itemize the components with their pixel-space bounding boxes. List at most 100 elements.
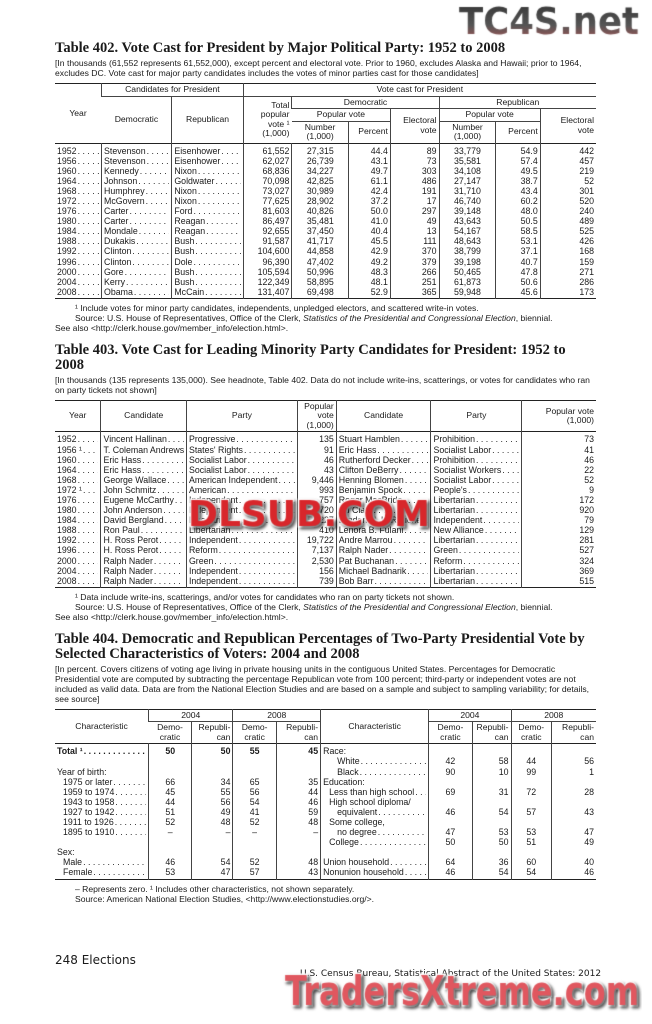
- headnote: [In percent. Covers citizens of voting a…: [55, 663, 590, 704]
- cell-label: McCain: [171, 286, 244, 299]
- footnotes: ¹ Include votes for minor party candidat…: [55, 303, 596, 333]
- cell-label: Johnson: [101, 175, 172, 186]
- cell-value: 59,948: [438, 286, 496, 299]
- label-text: Clinton: [104, 246, 132, 257]
- dot-leader: [133, 287, 169, 297]
- dot-leader: [77, 166, 99, 176]
- label-text: Ralph Nader: [103, 565, 153, 576]
- cell-value: 53: [148, 867, 192, 880]
- dot-leader: [77, 246, 99, 256]
- cell-value: 27,315: [291, 143, 349, 156]
- cell-value: 61,873: [438, 276, 496, 287]
- table-402-body: 1952StevensonEisenhower61,55227,31544.48…: [55, 143, 596, 299]
- label-text: High school diploma/: [329, 796, 411, 807]
- cell-value: 271: [539, 266, 596, 277]
- label-text: McCain: [174, 286, 205, 297]
- cell-value: 48.1: [348, 276, 391, 287]
- cell-value: 44: [148, 796, 192, 807]
- label-text: T. Coleman Andrews: [103, 444, 184, 455]
- cell-value: 27,147: [438, 175, 496, 186]
- dot-leader: [77, 505, 99, 515]
- source-note: Source: U.S. House of Representatives, O…: [55, 313, 596, 323]
- label-text: Green: [433, 545, 458, 556]
- cell-label: 2004: [55, 277, 102, 287]
- dot-leader: [141, 455, 184, 465]
- cell-value: 41: [521, 444, 596, 455]
- dot-leader: [374, 576, 429, 586]
- label-text: 1976: [57, 494, 77, 505]
- cell-value: 41.0: [348, 216, 391, 227]
- dot-leader: [77, 257, 99, 267]
- table-row: 1956 ¹ T. Coleman Andrews States' Rights 91…: [55, 444, 596, 455]
- cell-label: Stuart Hamblen: [335, 431, 431, 445]
- cell-value: 227: [296, 515, 337, 526]
- cell-label: Socialist Labor: [430, 444, 522, 455]
- cell-label: New Alliance: [430, 525, 522, 536]
- label-text: Gore: [104, 266, 124, 277]
- table-row: 1895 to 1910––––no degree47535347: [55, 827, 596, 838]
- col-rep: Republi- can: [275, 721, 321, 744]
- label-text: Female: [63, 867, 93, 878]
- dot-leader: [406, 566, 428, 576]
- dot-leader: [114, 827, 146, 837]
- cell-value: 301: [539, 185, 596, 196]
- col-rep: Republi- can: [471, 721, 511, 744]
- label-text: Lenora B. Fulani: [338, 525, 404, 536]
- label-text: no degree: [337, 827, 377, 838]
- table-404-body: Total ¹50505545Race:White42584456Year of…: [55, 743, 596, 880]
- label-text: 1911 to 1926: [63, 816, 114, 827]
- cell-label: 1980: [55, 216, 102, 226]
- dot-leader: [214, 176, 240, 186]
- cell-value: 31,710: [438, 185, 496, 196]
- cell-value: 5,720: [296, 505, 337, 516]
- dot-leader: [238, 505, 295, 515]
- cell-label: Libertarian: [185, 515, 298, 526]
- dot-leader: [388, 545, 428, 555]
- dot-leader: [174, 495, 184, 505]
- table-row: 2008 Obama McCain 131,40769,49852.936559,94…: [55, 286, 596, 299]
- cell-label: 1943 to 1958: [55, 797, 149, 807]
- cell-value: 43,643: [438, 216, 496, 227]
- dot-leader: [231, 515, 295, 525]
- label-text: David Bergland: [103, 515, 164, 526]
- cell-label: 1976: [55, 495, 101, 505]
- cell-value: 28,902: [291, 195, 349, 207]
- dot-leader: [400, 434, 429, 444]
- dot-leader: [114, 787, 146, 797]
- label-text: Libertarian: [188, 525, 231, 536]
- cell-label: Lyndon H. LaRouche: [335, 515, 431, 526]
- cell-label: Total ¹: [55, 744, 149, 757]
- cell-value: 48: [275, 816, 321, 828]
- col-2008: 2008: [232, 709, 321, 723]
- label-text: Libertarian: [188, 515, 231, 526]
- cell-value: [428, 743, 473, 757]
- cell-value: [510, 743, 552, 757]
- cell-value: 54: [191, 857, 233, 868]
- label-text: Independent: [433, 515, 483, 526]
- dot-leader: [197, 166, 241, 176]
- label-text: Benjamin Spock: [338, 484, 403, 495]
- cell-value: [148, 766, 192, 777]
- cell-label: Libertarian: [430, 565, 522, 576]
- table-row: 1964 Johnson Goldwater 70,09842,82561.14862…: [55, 175, 596, 186]
- col-year: Year: [69, 107, 87, 118]
- cell-value: 173: [539, 286, 596, 299]
- cell-value: 45: [275, 743, 321, 757]
- cell-value: –: [148, 827, 192, 838]
- label-text: Mondale: [104, 226, 138, 237]
- cell-value: 49.7: [348, 165, 391, 176]
- dot-leader: [194, 277, 240, 287]
- cell-label: Kerry: [101, 276, 172, 287]
- col-2008-b: 2008: [510, 709, 596, 723]
- dot-leader: [77, 277, 99, 287]
- dot-leader: [77, 465, 99, 475]
- cell-label: Clifton DeBerry: [335, 464, 431, 475]
- cell-value: 38,799: [438, 246, 496, 257]
- label-text: White: [337, 756, 360, 767]
- dot-leader: [131, 257, 169, 267]
- dot-leader: [365, 777, 427, 787]
- dot-leader: [205, 226, 241, 236]
- label-text: 1980: [57, 505, 77, 516]
- cell-label: equivalent: [320, 806, 429, 817]
